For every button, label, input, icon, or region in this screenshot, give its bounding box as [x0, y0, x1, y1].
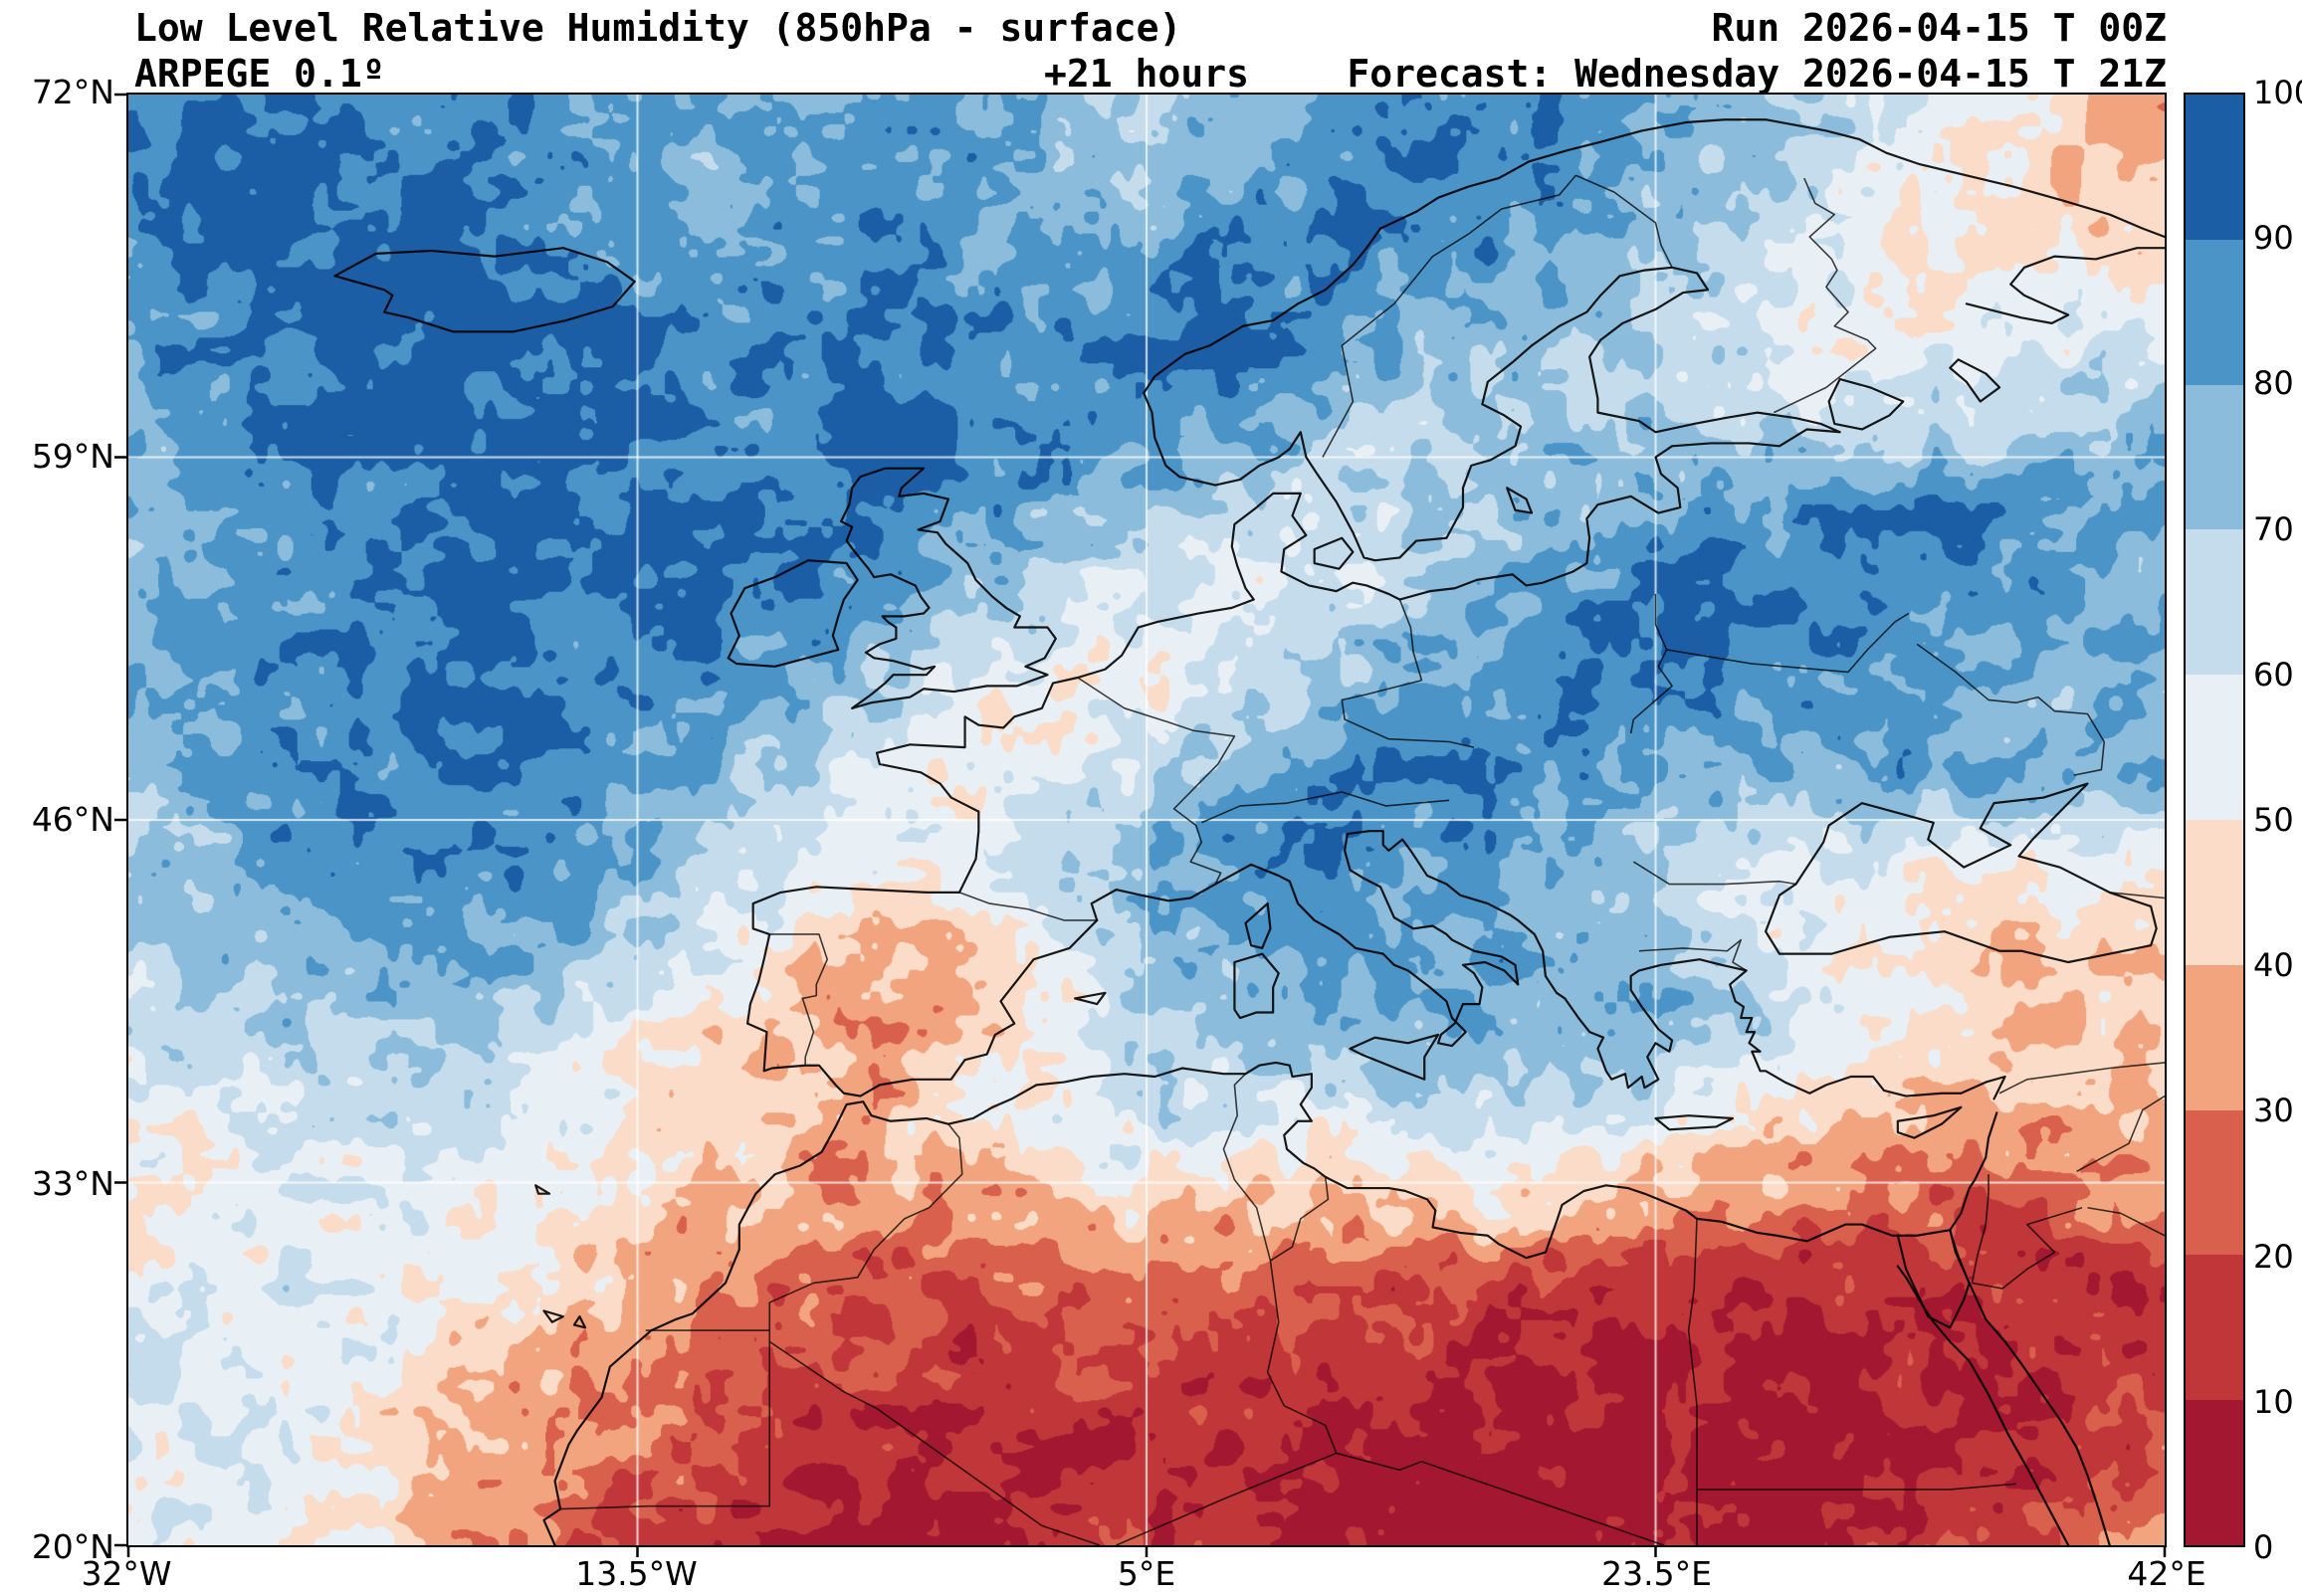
border-path	[1998, 1062, 2166, 1095]
colorbar-tick-label: 20	[2253, 1237, 2294, 1276]
x-tick-label: 42°E	[2127, 1554, 2206, 1593]
border-path	[1916, 643, 2106, 776]
coastline-path	[1233, 952, 1280, 1020]
border-path	[1632, 861, 1796, 886]
colorbar-block	[2186, 529, 2243, 676]
x-tick-label: 13.5°W	[575, 1554, 698, 1593]
border-path	[1322, 174, 1576, 458]
y-tick-label: 72°N	[31, 73, 114, 111]
y-tick-label: 33°N	[31, 1163, 114, 1203]
border-path	[1266, 1260, 1338, 1454]
colorbar-block	[2186, 964, 2243, 1110]
border-path	[1270, 1176, 1330, 1262]
colorbar-tick-label: 40	[2253, 946, 2294, 985]
humidity-field-canvas	[128, 95, 2165, 1545]
border-path	[1077, 677, 1236, 885]
border-path	[768, 1340, 1101, 1546]
border-path	[1222, 1073, 1272, 1262]
border-path	[1687, 1218, 1698, 1545]
colorbar-block	[2186, 95, 2243, 240]
y-tick-label: 20°N	[31, 1527, 114, 1566]
coastline-path	[542, 1061, 1998, 1547]
coastline-path	[1506, 487, 1534, 514]
coastline-path	[1313, 536, 1355, 570]
map-plot-area	[114, 93, 2167, 1557]
colorbar-tick-label: 100	[2253, 74, 2302, 111]
colorbar-block	[2186, 384, 2243, 530]
border-path	[2076, 1095, 2166, 1173]
border-path	[768, 1123, 963, 1331]
border-path	[1638, 938, 1748, 972]
border-path	[1972, 1206, 2083, 1290]
coastline-path	[1090, 830, 2006, 1100]
coastline-path	[1827, 377, 1905, 431]
colorbar	[2184, 93, 2245, 1547]
coastline-path	[572, 1315, 587, 1329]
colorbar-tick-label: 50	[2253, 801, 2294, 839]
colorbar-block	[2186, 1255, 2243, 1401]
coastline-path	[1949, 358, 2001, 403]
border-path	[1341, 680, 1475, 748]
border-path	[1666, 612, 1910, 674]
coastline-path	[1965, 247, 2167, 324]
border-path	[769, 933, 829, 1066]
coastline-path	[1349, 1033, 1440, 1081]
coastline-path	[745, 886, 1099, 1097]
border-path	[1697, 1483, 2016, 1491]
model-label: ARPEGE 0.1º	[134, 52, 385, 96]
colorbar-block	[2186, 819, 2243, 965]
forecast-label: Forecast: Wednesday 2026-04-15 T 21Z	[1347, 52, 2167, 96]
coastline-overlay	[114, 93, 2167, 1557]
border-path	[2087, 1206, 2166, 1237]
colorbar-tick-label: 0	[2253, 1528, 2274, 1566]
y-tick-label: 46°N	[31, 800, 114, 839]
border-path	[1949, 1229, 1971, 1284]
border-path	[958, 892, 1098, 921]
x-tick-label: 32°W	[81, 1554, 172, 1593]
border-path	[1774, 177, 1877, 414]
coastline-path	[1896, 1105, 1963, 1139]
chart-title: Low Level Relative Humidity (850hPa - su…	[134, 6, 1182, 50]
colorbar-tick-label: 70	[2253, 509, 2294, 548]
coastline-path	[1244, 901, 1272, 950]
border-path	[1398, 599, 1423, 682]
border-path	[560, 1330, 771, 1510]
coastline-path	[333, 247, 636, 333]
lead-time-label: +21 hours	[1044, 52, 1249, 96]
border-path	[1200, 791, 1450, 824]
coastline-path	[727, 559, 859, 668]
colorbar-tick-label: 60	[2253, 655, 2294, 694]
coastline-path	[1654, 1114, 1735, 1131]
border-path	[1336, 1452, 1665, 1546]
coastline-path	[875, 118, 2167, 894]
colorbar-tick-label: 80	[2253, 364, 2294, 403]
coastline-path	[1764, 782, 2158, 964]
border-path	[1116, 1452, 1338, 1546]
coastline-path	[534, 1184, 551, 1195]
run-label: Run 2026-04-15 T 00Z	[1711, 6, 2167, 50]
colorbar-tick-label: 10	[2253, 1382, 2294, 1421]
coastline-path	[1074, 991, 1107, 1006]
colorbar-block	[2186, 1400, 2243, 1545]
x-tick-label: 23.5°E	[1601, 1554, 1712, 1593]
colorbar-block	[2186, 239, 2243, 385]
border-path	[1971, 1174, 1989, 1284]
colorbar-tick-label: 30	[2253, 1092, 2294, 1130]
border-path	[1629, 593, 1673, 734]
y-tick-label: 59°N	[31, 436, 114, 476]
colorbar-block	[2186, 1109, 2243, 1256]
x-tick-label: 5°E	[1117, 1554, 1176, 1593]
coastline-path	[1968, 1282, 2111, 1547]
coastline-path	[1896, 1229, 1971, 1329]
colorbar-tick-label: 90	[2253, 219, 2294, 258]
coastline-path	[840, 467, 1057, 709]
colorbar-block	[2186, 675, 2243, 820]
border-path	[2109, 892, 2166, 899]
border-path	[1575, 174, 1673, 269]
coastline-path	[1896, 1265, 2070, 1547]
coastline-path	[542, 1309, 564, 1323]
